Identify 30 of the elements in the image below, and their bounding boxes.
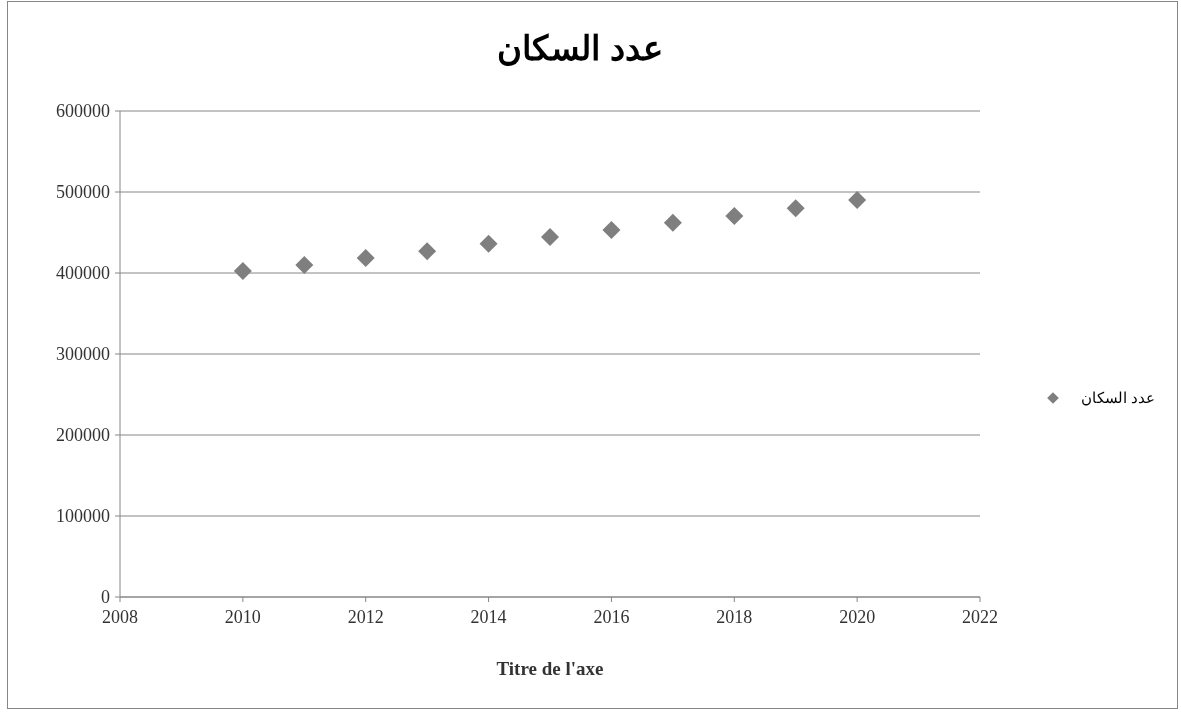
y-tick-label: 200000 bbox=[56, 425, 110, 445]
x-tick-label: 2010 bbox=[224, 607, 261, 627]
x-axis-title: Titre de l'axe bbox=[496, 658, 604, 679]
point bbox=[848, 191, 867, 210]
x-tick-label: 2012 bbox=[347, 607, 384, 627]
x-tick-label: 2022 bbox=[962, 607, 998, 627]
point bbox=[479, 234, 498, 253]
point bbox=[418, 242, 437, 261]
point bbox=[356, 249, 375, 268]
point bbox=[663, 213, 682, 232]
x-tick-label: 2020 bbox=[839, 607, 876, 627]
point bbox=[602, 221, 621, 240]
y-tick-label: 0 bbox=[101, 587, 110, 607]
point bbox=[233, 261, 252, 280]
point bbox=[295, 255, 314, 274]
y-tick-label: 500000 bbox=[56, 182, 110, 202]
y-tick-label: 100000 bbox=[56, 506, 110, 526]
x-tick-label: 2016 bbox=[593, 607, 630, 627]
x-tick-label: 2014 bbox=[470, 607, 507, 627]
legend: عدد السكان bbox=[1047, 389, 1155, 406]
x-tick-label: 2008 bbox=[102, 607, 138, 627]
legend-label: عدد السكان bbox=[1080, 389, 1155, 406]
point bbox=[541, 227, 559, 246]
point bbox=[786, 199, 805, 218]
y-tick-label: 400000 bbox=[56, 263, 110, 283]
x-tick-label: 2018 bbox=[716, 607, 753, 627]
point bbox=[725, 206, 744, 225]
y-tick-label: 600000 bbox=[56, 101, 110, 121]
chart-title: عدد السكان bbox=[497, 29, 663, 67]
y-tick-label: 300000 bbox=[56, 344, 110, 364]
